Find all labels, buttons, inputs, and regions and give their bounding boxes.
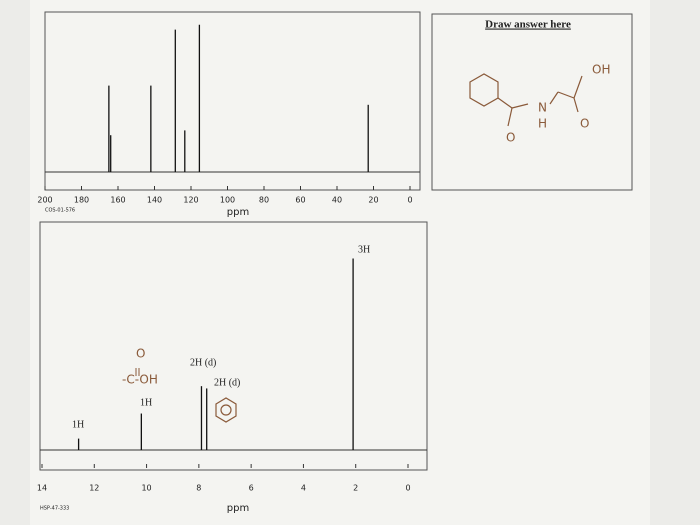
x-axis-label: ppm <box>227 503 249 514</box>
structure-label: N <box>538 101 547 115</box>
structure-label: O <box>580 117 589 131</box>
x-tick-label: 14 <box>37 484 47 493</box>
annotation: -C-OH <box>122 373 158 387</box>
plot-frame <box>39 221 428 471</box>
structure-label: H <box>538 117 547 131</box>
x-tick-label: 40 <box>332 196 342 205</box>
x-tick-label: 140 <box>147 196 162 205</box>
x-tick-label: 200 <box>37 196 52 205</box>
x-tick-label: 20 <box>368 196 378 205</box>
spectrum-code: COS-01-576 <box>45 208 75 214</box>
x-tick-label: 160 <box>110 196 125 205</box>
x-tick-label: 10 <box>141 484 151 493</box>
x-axis-label: ppm <box>227 207 249 218</box>
x-tick-label: 12 <box>89 484 99 493</box>
structure <box>469 73 583 127</box>
x-tick-label: 0 <box>407 196 412 205</box>
peak-label: 2H (d) <box>214 377 240 388</box>
x-tick-label: 6 <box>249 484 254 493</box>
x-tick-label: 2 <box>353 484 358 493</box>
x-tick-label: 100 <box>220 196 235 205</box>
benzene-sketch <box>215 397 237 423</box>
x-tick-label: 0 <box>405 484 410 493</box>
x-tick-label: 4 <box>301 484 306 493</box>
sheet <box>30 0 650 525</box>
plot-frame <box>44 11 421 191</box>
x-tick-label: 60 <box>295 196 305 205</box>
peak-label: 3H <box>358 244 370 255</box>
spectrum-code: HSP-47-333 <box>40 506 69 512</box>
x-tick-label: 180 <box>74 196 89 205</box>
x-tick-label: 120 <box>183 196 198 205</box>
peak-label: 2H (d) <box>190 357 216 368</box>
structure-label: O <box>506 131 515 145</box>
x-tick-label: 80 <box>259 196 269 205</box>
answer-box <box>431 13 633 191</box>
answer-title: Draw answer here <box>485 19 571 31</box>
annotation: O <box>136 347 145 361</box>
peak-label: 1H <box>140 397 152 408</box>
x-tick-label: 8 <box>196 484 201 493</box>
peak-label: 1H <box>72 419 84 430</box>
structure-label: OH <box>592 63 610 77</box>
